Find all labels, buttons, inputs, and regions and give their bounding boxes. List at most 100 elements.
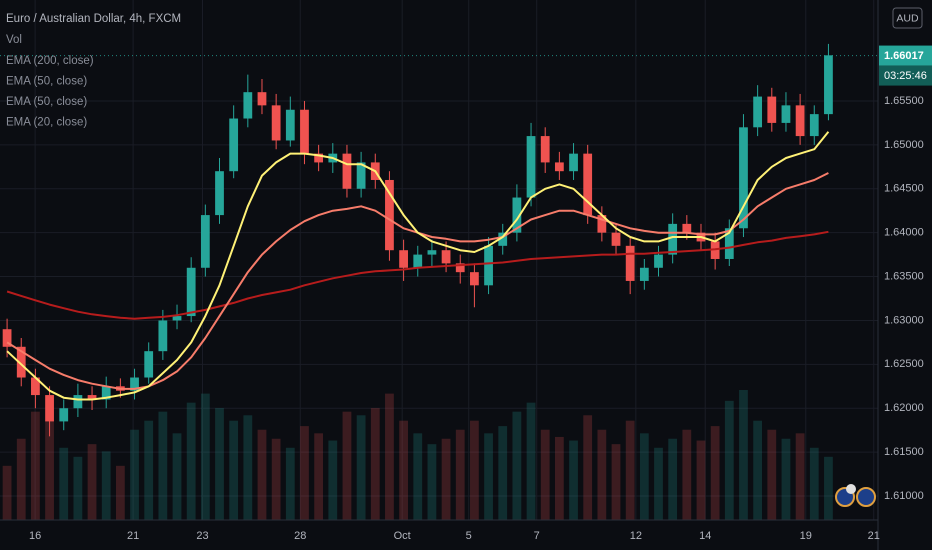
candle-body: [498, 232, 508, 246]
legend-item: EMA (50, close): [6, 96, 87, 108]
volume-bar: [526, 402, 536, 520]
volume-bar: [427, 444, 437, 520]
candle-body: [200, 215, 210, 268]
volume-bar: [342, 411, 352, 520]
y-tick-label: 1.61000: [884, 490, 924, 502]
volume-bar: [399, 420, 408, 520]
volume-bar: [16, 438, 26, 520]
volume-bar: [470, 420, 479, 520]
x-tick-label: 21: [868, 530, 880, 542]
axes: 1.61000 1.61500 1.62000 1.62500 1.63000 1.635…: [29, 95, 924, 542]
candle-body: [101, 386, 111, 400]
x-tick-label: 19: [800, 530, 812, 542]
candle-body: [540, 136, 550, 163]
volume-bar: [31, 411, 40, 520]
volume-bar: [455, 429, 465, 520]
candle-body: [342, 153, 352, 189]
candle-body: [87, 395, 97, 400]
candle-body: [73, 395, 83, 409]
candle-body: [314, 153, 324, 163]
candle-body: [441, 250, 451, 264]
ema-lines: [6, 131, 830, 401]
candle-body: [724, 228, 734, 259]
candle-body: [172, 316, 182, 321]
candle-body: [300, 109, 309, 154]
candles: [2, 43, 833, 437]
volume-bar: [413, 433, 423, 520]
x-tick-label: 23: [196, 530, 208, 542]
symbol-title: Euro / Australian Dollar, 4h, FXCM: [6, 13, 181, 25]
currency-button[interactable]: [892, 7, 923, 29]
volume-bar: [328, 440, 338, 520]
y-tick-label: 1.62000: [884, 402, 924, 414]
candle-body: [427, 250, 437, 255]
volume-bar: [639, 433, 649, 520]
volume-bar: [257, 429, 267, 520]
x-tick-label: 5: [466, 530, 472, 542]
volume-bar: [739, 390, 748, 520]
y-tick-label: 1.63500: [884, 270, 924, 282]
badge: [846, 484, 856, 494]
candle-body: [625, 245, 635, 281]
candle-body: [795, 105, 805, 137]
legend-item: EMA (50, close): [6, 76, 87, 88]
candle-body: [526, 136, 536, 198]
volume-bar: [696, 440, 706, 520]
volume-bar: [59, 447, 69, 520]
volume-bar: [824, 456, 833, 520]
candle-body: [215, 171, 224, 216]
x-tick-label: 21: [127, 530, 139, 542]
volume-bar: [144, 420, 154, 520]
candle-body: [739, 127, 748, 229]
volume-bar: [554, 436, 564, 520]
volume-bar: [271, 438, 281, 520]
volume-bar: [45, 420, 54, 520]
volume-bar: [654, 447, 663, 520]
volume-bar: [215, 408, 224, 520]
volume-bar: [285, 447, 295, 520]
y-tick-label: 1.65000: [884, 139, 924, 151]
volume-bar: [441, 438, 451, 520]
volume-bar: [73, 456, 83, 520]
x-tick-label: 14: [699, 530, 711, 542]
candle-body: [597, 215, 607, 233]
volume-bar: [668, 438, 678, 520]
candle-body: [654, 254, 663, 268]
volume-bar: [682, 429, 692, 520]
candle-body: [484, 245, 493, 286]
candle-body: [271, 105, 281, 141]
candle-body: [611, 232, 621, 246]
ema-line: [6, 230, 829, 320]
candle-body: [243, 92, 253, 119]
volume-bar: [300, 426, 309, 520]
volume-bar: [753, 420, 763, 520]
volume-bar: [809, 447, 819, 520]
volume-bar: [101, 451, 111, 520]
candle-body: [668, 223, 678, 255]
candle-body: [824, 55, 833, 115]
volume-bar: [498, 426, 508, 520]
volume-label: Vol: [6, 34, 22, 46]
volume-bar: [370, 408, 380, 520]
volume-bar: [87, 444, 97, 520]
x-tick-label: 28: [294, 530, 306, 542]
volume-bar: [385, 393, 394, 520]
x-tick-label: 7: [534, 530, 540, 542]
candle-body: [130, 377, 139, 391]
y-tick-label: 1.61500: [884, 446, 924, 458]
candle-body: [639, 267, 649, 281]
flag-icon[interactable]: [856, 487, 876, 507]
candle-body: [569, 153, 578, 172]
volume-bar: [229, 420, 239, 520]
volume-bar: [795, 433, 805, 520]
candle-body: [45, 395, 54, 422]
volume-bar: [2, 465, 12, 520]
candle-body: [16, 346, 26, 378]
volume-bar: [597, 429, 607, 520]
candle-body: [356, 162, 366, 189]
last-price-label: 1.66017: [884, 50, 924, 62]
currency-label[interactable]: AUD: [896, 12, 919, 24]
volume-bar: [781, 438, 791, 520]
candle-body: [2, 329, 12, 347]
